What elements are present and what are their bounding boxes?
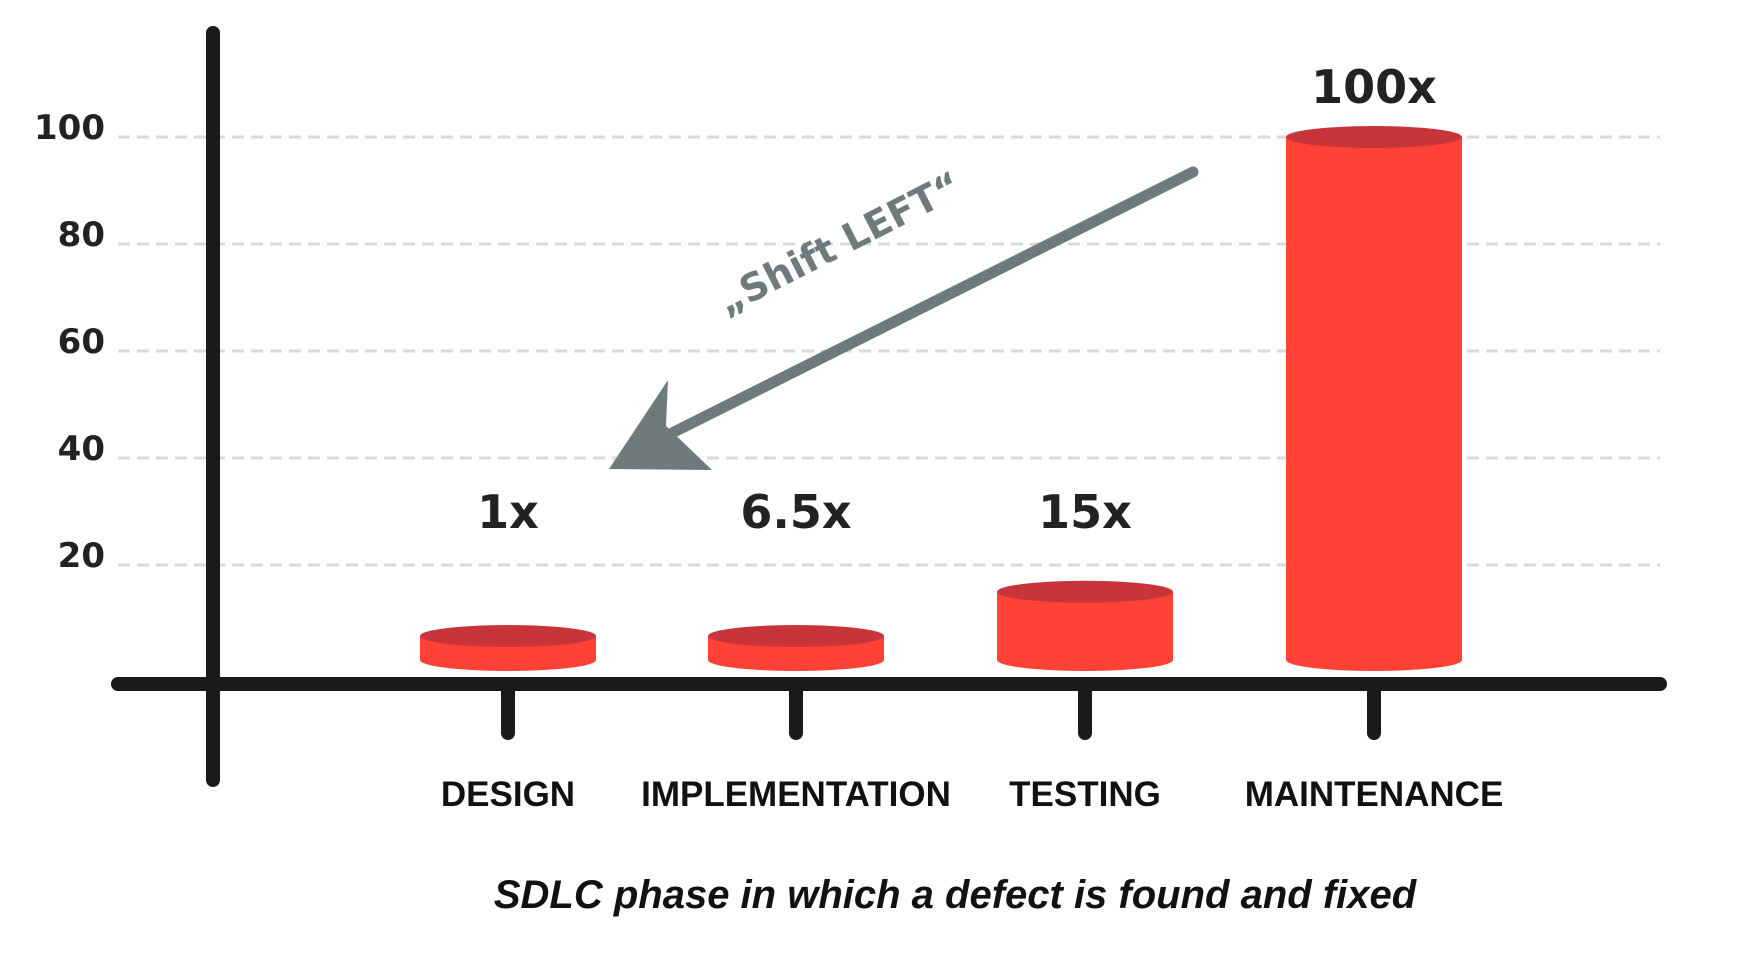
category-label: MAINTENANCE xyxy=(1245,775,1504,814)
bar-top xyxy=(708,625,884,647)
arrow-shaft xyxy=(664,166,1199,440)
value-label: 15x xyxy=(1038,485,1132,539)
bar-top xyxy=(997,580,1173,603)
arrow-head xyxy=(609,380,712,470)
x-axis-title: SDLC phase in which a defect is found an… xyxy=(494,873,1418,917)
category-label: DESIGN xyxy=(441,775,575,814)
bars: 1x 6.5x 15x 100x xyxy=(420,60,1462,671)
y-tick-label: 40 xyxy=(58,429,105,469)
y-tick-label: 80 xyxy=(58,215,105,255)
axes xyxy=(111,26,1667,787)
bar-body xyxy=(997,591,1173,660)
bar-top xyxy=(1286,126,1462,148)
y-tick-label: 20 xyxy=(58,536,105,576)
bar-design: 1x xyxy=(420,485,596,671)
value-label: 6.5x xyxy=(740,485,851,539)
bar-maintenance: 100x xyxy=(1286,60,1462,671)
y-tick-labels: 20 40 60 80 100 xyxy=(34,108,105,576)
bar-implementation: 6.5x xyxy=(708,485,884,671)
category-label: IMPLEMENTATION xyxy=(641,775,951,814)
x-ticks: DESIGN IMPLEMENTATION TESTING MAINTENANCE xyxy=(441,677,1504,814)
y-tick-label: 100 xyxy=(34,108,105,148)
y-tick-label: 60 xyxy=(58,322,105,362)
value-label: 1x xyxy=(477,485,539,539)
bar-top xyxy=(420,625,596,647)
bar-testing: 15x xyxy=(997,485,1173,671)
shift-left-arrow xyxy=(609,166,1199,470)
value-label: 100x xyxy=(1311,60,1437,114)
bar-body xyxy=(1286,137,1462,660)
category-label: TESTING xyxy=(1009,775,1161,814)
